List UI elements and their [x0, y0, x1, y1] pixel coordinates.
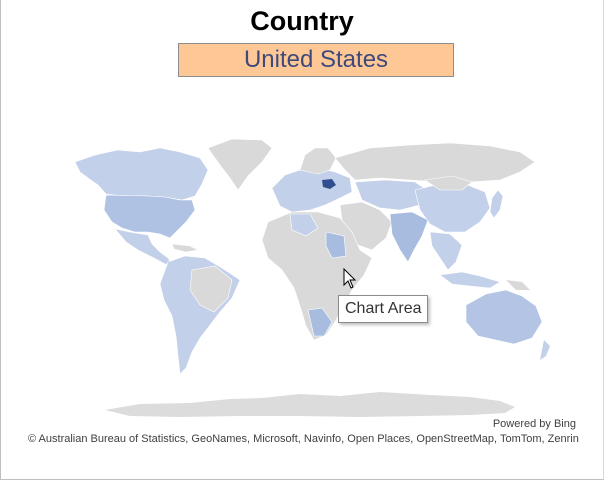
- region-indonesia: [439, 271, 501, 289]
- chart-area-tooltip: Chart Area: [338, 295, 429, 323]
- tooltip-label: Chart Area: [345, 300, 422, 317]
- region-caribbean: [171, 243, 199, 253]
- region-egypt-sudan: [325, 231, 347, 259]
- region-australia: [465, 289, 543, 345]
- powered-by-label: Powered by Bing: [492, 418, 576, 430]
- region-southern-africa-data: [307, 307, 333, 337]
- map-credits: © Australian Bureau of Statistics, GeoNa…: [28, 433, 579, 445]
- country-selector-value: United States: [243, 46, 389, 73]
- region-russia: [334, 142, 536, 183]
- region-greenland: [207, 138, 273, 191]
- region-scandinavia: [299, 147, 337, 175]
- region-southeast-asia: [429, 231, 463, 271]
- arrow-cursor-icon: [343, 268, 357, 289]
- region-brazil: [189, 265, 233, 313]
- region-united-states: [103, 194, 196, 239]
- country-selector[interactable]: United States: [178, 43, 454, 77]
- region-india: [389, 211, 429, 263]
- region-highlighted-country: [322, 179, 336, 189]
- region-japan: [489, 189, 504, 219]
- region-canada: [74, 147, 209, 201]
- region-north-africa-data: [289, 213, 319, 237]
- region-antarctica: [105, 392, 515, 417]
- region-mongolia: [424, 175, 473, 191]
- region-new-zealand: [540, 340, 550, 360]
- chart-title: Country: [250, 6, 354, 36]
- region-papua: [506, 280, 530, 290]
